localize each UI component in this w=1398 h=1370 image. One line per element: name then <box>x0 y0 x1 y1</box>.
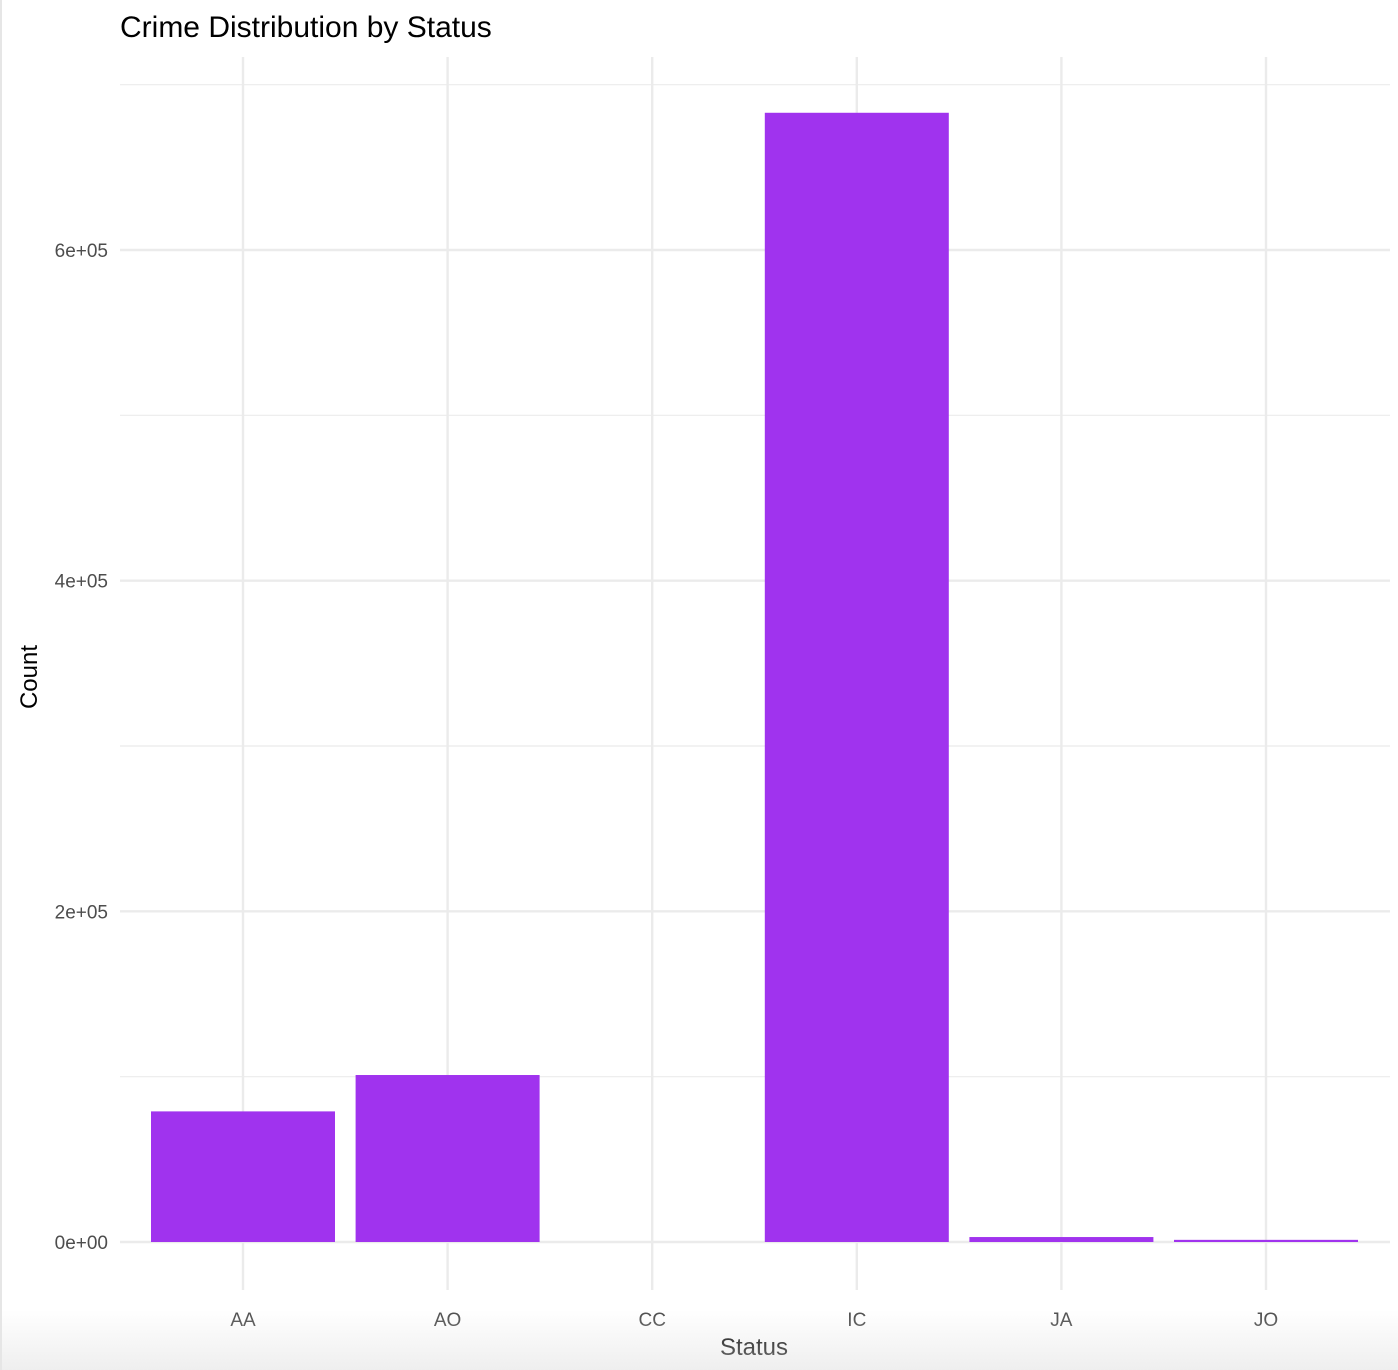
bar-ao <box>355 1075 540 1242</box>
bars <box>151 112 1358 1243</box>
x-tick-label: AO <box>434 1310 461 1331</box>
y-axis-title: Count <box>16 645 43 709</box>
x-tick-label: CC <box>638 1310 665 1331</box>
x-tick-label: IC <box>847 1310 866 1331</box>
chart-title: Crime Distribution by Status <box>120 11 492 44</box>
grid-lines <box>120 57 1390 1290</box>
y-tick-label: 4e+05 <box>55 572 108 593</box>
y-tick-label: 6e+05 <box>55 241 108 262</box>
bar-ic <box>764 112 949 1243</box>
x-tick-label: AA <box>230 1310 256 1331</box>
bar-jo <box>1174 1239 1358 1242</box>
bar-ja <box>969 1237 1154 1242</box>
y-tick-label: 2e+05 <box>55 902 108 923</box>
x-tick-label: JO <box>1254 1310 1278 1331</box>
bar-aa <box>151 1111 335 1242</box>
x-axis-title: Status <box>720 1334 788 1361</box>
x-tick-label: JA <box>1050 1310 1073 1331</box>
y-tick-label: 0e+00 <box>55 1233 108 1254</box>
